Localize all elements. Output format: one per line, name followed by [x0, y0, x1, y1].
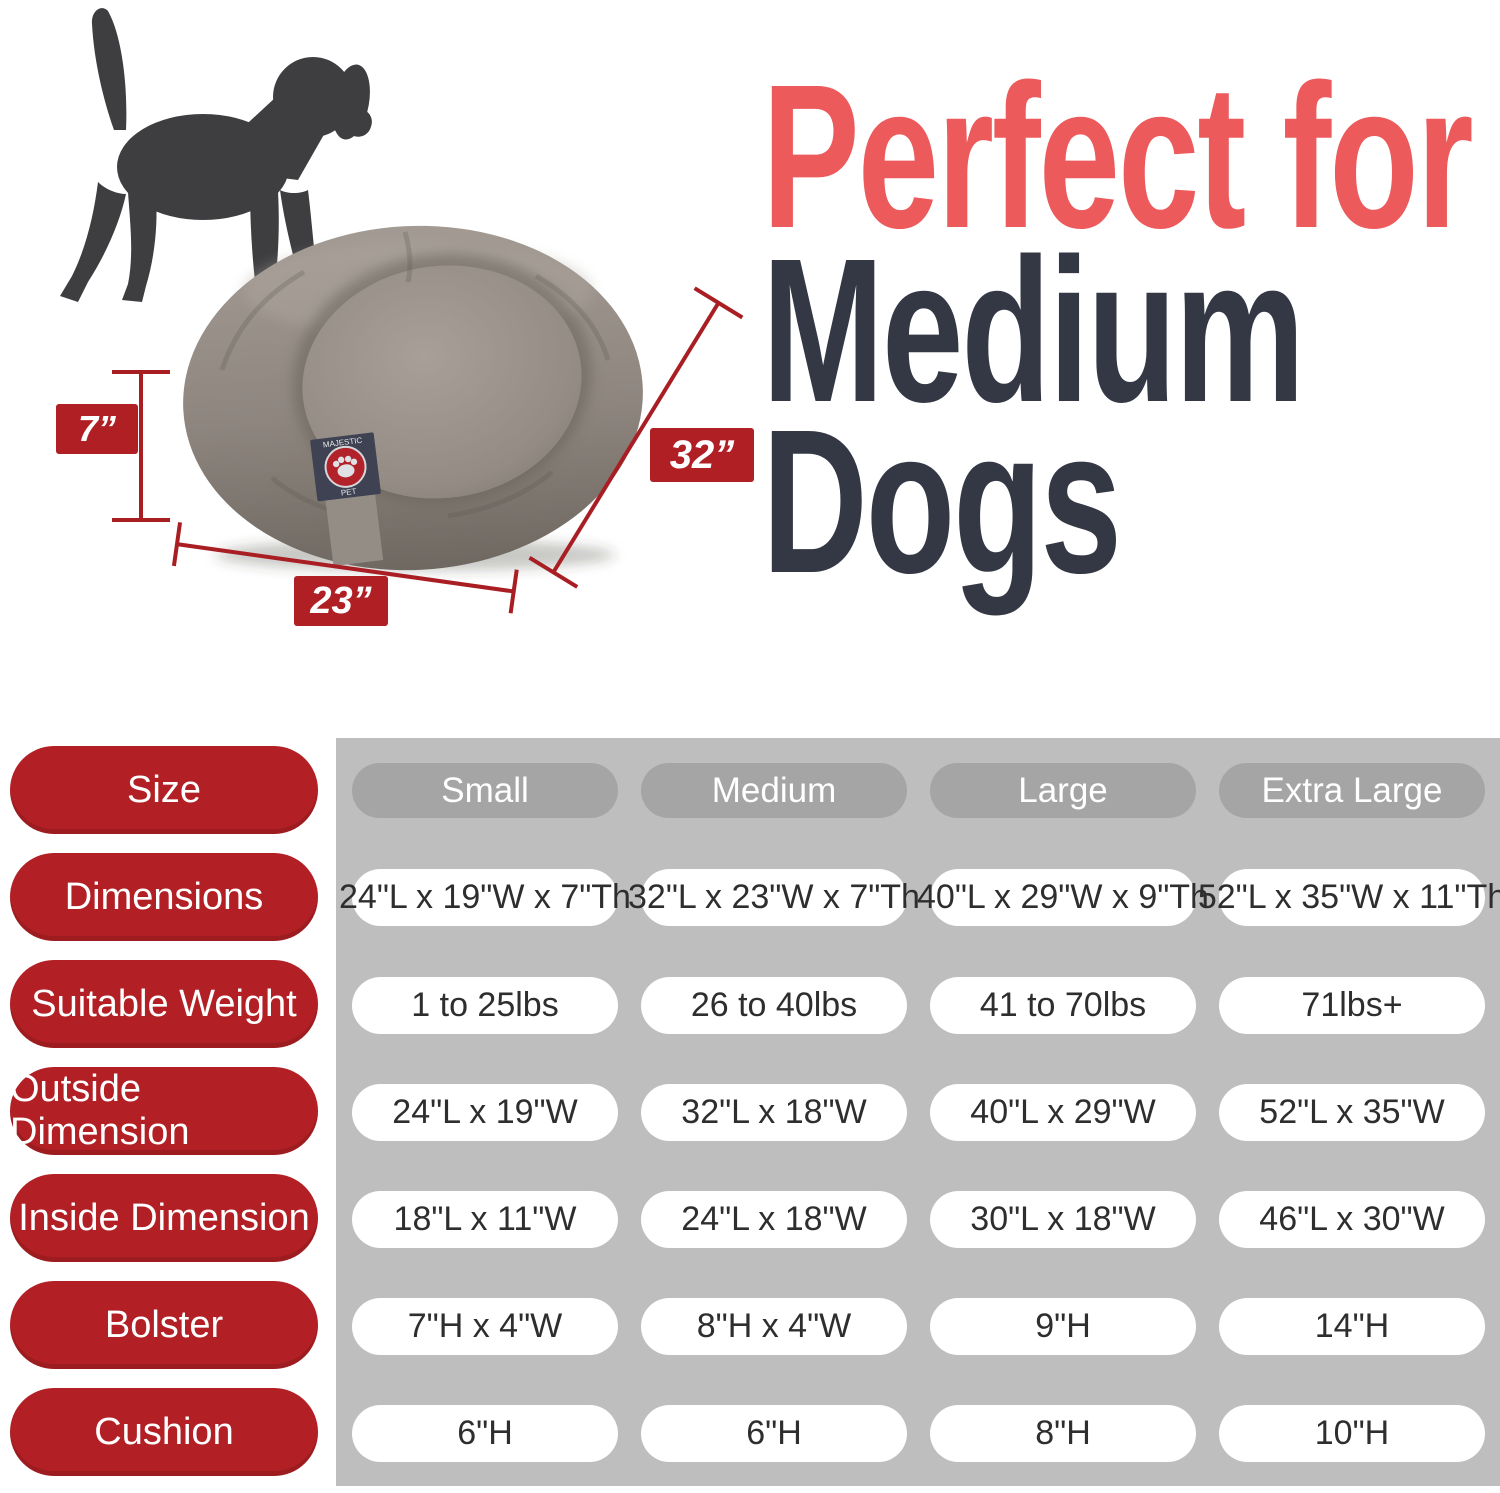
table-cell: 71lbs+: [1219, 977, 1485, 1034]
tag-strap: [324, 482, 384, 567]
table-cell: 8"H: [930, 1405, 1196, 1462]
table-cell: 9"H: [930, 1298, 1196, 1355]
table-cell: 52"L x 35"W: [1219, 1084, 1485, 1141]
table-cell: 24"L x 19"W x 7"Th: [339, 869, 631, 926]
headline-accent: Perfect for: [762, 42, 1474, 271]
row-label-outside-dimension: Outside Dimension: [10, 1067, 318, 1155]
table-cell: 24"L x 19"W: [352, 1084, 618, 1141]
table-cell: 1 to 25lbs: [352, 977, 618, 1034]
column-header-large: Large: [930, 763, 1196, 818]
height-measure-line: [112, 370, 170, 522]
table-cell: 40"L x 29"W x 9"Th: [917, 869, 1209, 926]
row-label-size: Size: [10, 746, 318, 834]
dog-silhouette-icon: [60, 8, 372, 304]
table-cell: 30"L x 18"W: [930, 1191, 1196, 1248]
measure-cap: [112, 518, 170, 522]
dog-bed-photo: MAJESTIC PET: [183, 225, 643, 571]
headline-line3: Dogs: [762, 387, 1122, 616]
length-dimension-label: 32”: [650, 428, 754, 482]
row-label-dimensions: Dimensions: [10, 853, 318, 941]
table-cell: 7"H x 4"W: [352, 1298, 618, 1355]
measure-line: [139, 372, 143, 520]
brand-tag: MAJESTIC PET: [310, 432, 384, 567]
dog-hind-leg: [122, 192, 157, 302]
table-cell: 6"H: [352, 1405, 618, 1462]
table-cell: 8"H x 4"W: [641, 1298, 907, 1355]
table-cell: 10"H: [1219, 1405, 1485, 1462]
table-cell: 52"L x 35"W x 11"Th: [1198, 869, 1500, 926]
headline-line2: Medium: [762, 216, 1305, 445]
dog-ear: [332, 64, 370, 140]
table-cell: 32"L x 23"W x 7"Th: [628, 869, 920, 926]
dog-hind-leg: [60, 182, 126, 302]
table-cell: 41 to 70lbs: [930, 977, 1196, 1034]
paw-icon: [332, 455, 358, 478]
dog-tail: [91, 8, 127, 131]
bed-fabric-folds: [219, 231, 611, 523]
table-cell: 40"L x 29"W: [930, 1084, 1196, 1141]
table-cell: 32"L x 18"W: [641, 1084, 907, 1141]
row-label-inside-dimension: Inside Dimension: [10, 1174, 318, 1262]
table-cell: 18"L x 11"W: [352, 1191, 618, 1248]
row-label-suitable-weight: Suitable Weight: [10, 960, 318, 1048]
table-cell: 24"L x 18"W: [641, 1191, 907, 1248]
column-header-extra-large: Extra Large: [1219, 763, 1485, 818]
width-dimension-label: 23”: [294, 576, 388, 626]
table-cell: 46"L x 30"W: [1219, 1191, 1485, 1248]
brand-tag-name: PET: [340, 487, 357, 498]
table-cell: 6"H: [641, 1405, 907, 1462]
column-header-medium: Medium: [641, 763, 907, 818]
column-header-small: Small: [352, 763, 618, 818]
row-label-cushion: Cushion: [10, 1388, 318, 1476]
height-dimension-label: 7”: [56, 404, 138, 454]
table-cell: 26 to 40lbs: [641, 977, 907, 1034]
table-cell: 14"H: [1219, 1298, 1485, 1355]
measure-cap: [693, 286, 744, 320]
row-label-bolster: Bolster: [10, 1281, 318, 1369]
